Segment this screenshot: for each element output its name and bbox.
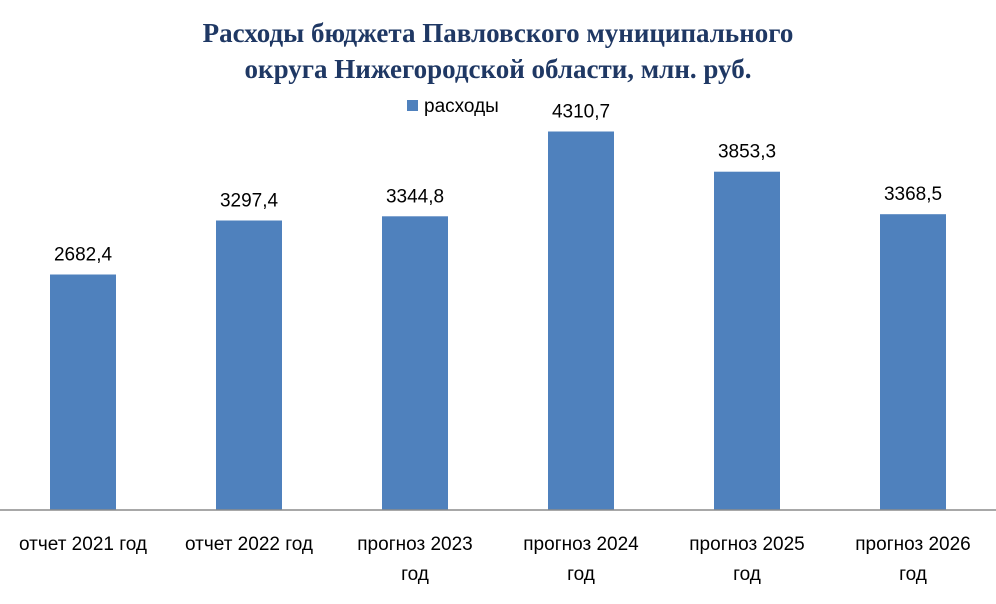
category-label-6-line-1: прогноз 2026 (855, 534, 970, 555)
value-label-2: 3297,4 (220, 191, 279, 212)
value-label-5: 3853,3 (718, 142, 776, 163)
bar-2 (216, 220, 282, 510)
chart-title-line-1: Расходы бюджета Павловского муниципально… (203, 18, 794, 48)
category-label-1: отчет 2021 год (19, 534, 147, 555)
category-label-5-line-2: год (733, 564, 761, 585)
category-label-3-line-1: прогноз 2023 (357, 534, 472, 555)
bar-5 (714, 171, 780, 510)
category-label-4-line-2: год (567, 564, 595, 585)
chart-title-line-2: округа Нижегородской области, млн. руб. (245, 54, 752, 84)
legend-label: расходы (424, 96, 499, 117)
value-label-1: 2682,4 (54, 245, 113, 266)
bar-4 (548, 131, 614, 510)
bars-group (50, 131, 946, 511)
value-label-4: 4310,7 (552, 102, 610, 123)
category-label-4-line-1: прогноз 2024 (523, 534, 639, 555)
legend-swatch (407, 100, 418, 111)
category-label-3-line-2: год (401, 564, 429, 585)
value-labels-group: 2682,4 3297,4 3344,8 4310,7 3853,3 3368,5 (54, 102, 942, 266)
value-label-3: 3344,8 (386, 186, 444, 207)
bar-1 (50, 274, 116, 510)
category-label-2: отчет 2022 год (185, 534, 313, 555)
value-label-6: 3368,5 (884, 184, 942, 205)
bar-6 (880, 214, 946, 510)
category-labels-group: отчет 2021 год отчет 2022 год прогноз 2023… (19, 534, 971, 585)
category-label-6-line-2: год (899, 564, 927, 585)
legend: расходы (407, 96, 499, 117)
category-label-5-line-1: прогноз 2025 (689, 534, 804, 555)
bar-3 (382, 216, 448, 511)
